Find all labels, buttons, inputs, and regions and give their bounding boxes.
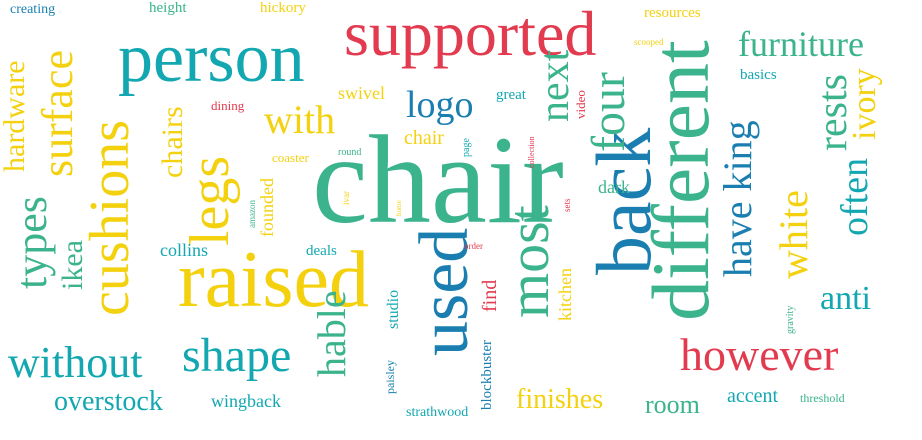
word-hickory: hickory: [260, 0, 306, 16]
word-page: page: [461, 138, 472, 157]
word-deals: deals: [306, 243, 337, 259]
word-supported: supported: [344, 0, 597, 69]
word-order: order: [464, 241, 483, 251]
word-anti: anti: [820, 280, 871, 317]
word-swivel: swivel: [338, 83, 385, 103]
word-height: height: [149, 0, 187, 16]
word-room: room: [645, 390, 700, 419]
word-person: person: [118, 20, 305, 97]
word-ivory: ivory: [846, 68, 883, 140]
word-often: often: [834, 157, 876, 236]
word-furniture: furniture: [738, 24, 864, 64]
word-hable: hable: [309, 290, 354, 377]
word-legs: legs: [179, 155, 241, 246]
word-surface: surface: [33, 49, 82, 177]
word-amazon: amazon: [247, 200, 257, 228]
word-shape: shape: [182, 329, 292, 382]
word-kitchen: kitchen: [555, 268, 575, 321]
word-strathwood: strathwood: [406, 405, 469, 420]
word-find: find: [479, 279, 501, 312]
word-raised: raised: [178, 236, 370, 324]
word-studio: studio: [385, 289, 402, 329]
word-threshold: threshold: [800, 391, 845, 405]
word-blockbuster: blockbuster: [479, 340, 495, 410]
word-without: without: [8, 338, 143, 387]
word-sets: sets: [562, 198, 572, 213]
word-chairs: chairs: [156, 106, 189, 178]
word-accent: accent: [727, 385, 779, 407]
word-most: most: [496, 205, 561, 318]
word-round: round: [338, 147, 362, 158]
word-paisley: paisley: [383, 360, 397, 394]
word-resources: resources: [644, 5, 701, 21]
word-gravity: gravity: [785, 305, 796, 334]
word-great: great: [496, 87, 526, 103]
word-scooped: scooped: [634, 37, 664, 47]
word-have-king: have king: [715, 120, 760, 277]
word-chair: chair: [312, 111, 564, 250]
word-home: home: [395, 200, 403, 216]
word-creating: creating: [10, 2, 56, 17]
word-chair-small: chair: [404, 127, 444, 149]
word-however: however: [680, 329, 839, 380]
word-with: with: [264, 97, 336, 142]
word-types: types: [7, 196, 56, 289]
word-overstock: overstock: [54, 386, 163, 417]
word-founded: founded: [257, 178, 277, 237]
word-white: white: [771, 190, 816, 279]
word-video: video: [573, 90, 588, 119]
word-dark: dark: [598, 177, 630, 197]
word-basics: basics: [740, 67, 777, 83]
word-finishes: finishes: [516, 384, 604, 415]
word-next: next: [532, 49, 578, 122]
word-logo: logo: [406, 84, 474, 126]
word-hardware: hardware: [0, 60, 31, 172]
word-ikea: ikea: [56, 240, 89, 290]
word-wingback: wingback: [211, 391, 281, 411]
word-dining: dining: [211, 98, 245, 113]
word-coaster: coaster: [272, 150, 309, 165]
word-ivar: ivar: [341, 191, 351, 205]
word-four: four: [582, 72, 635, 152]
word-collection: collection: [527, 136, 536, 168]
word-cushions: cushions: [79, 120, 141, 316]
word-collins: collins: [160, 240, 208, 260]
